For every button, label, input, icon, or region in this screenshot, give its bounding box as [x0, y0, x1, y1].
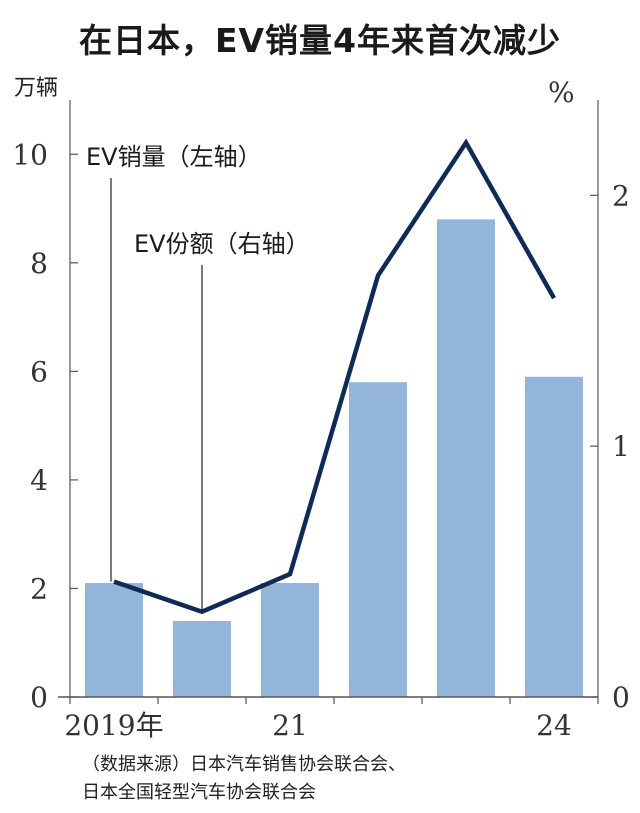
annotation-ev-share: EV份额（右轴）: [134, 230, 310, 258]
axes-layer: [58, 100, 599, 704]
chart-title: 在日本，EV销量4年来首次减少: [78, 21, 562, 60]
y-left-tick-2: 2: [30, 572, 48, 605]
y-left-tick-4: 4: [30, 464, 48, 497]
y-left-tick-8: 8: [30, 247, 48, 280]
source-note-line2: 日本全国轻型汽车协会联合会: [82, 782, 316, 803]
bar-3: [349, 382, 407, 697]
y-left-tick-0: 0: [30, 681, 48, 714]
bar-0: [85, 583, 143, 697]
annotation-ev-sales: EV销量（左轴）: [86, 143, 262, 171]
bar-1: [173, 621, 231, 697]
y-left-tick-10: 10: [12, 138, 48, 171]
x-tick-2: 21: [272, 709, 308, 742]
bar-4: [437, 219, 495, 697]
x-tick-0: 2019年: [64, 709, 163, 742]
bars-layer: [85, 219, 583, 697]
bar-2: [261, 583, 319, 697]
bar-5: [525, 376, 583, 697]
y-left-tick-6: 6: [30, 355, 48, 388]
share-line: [113, 138, 556, 615]
right-axis-unit: %: [548, 76, 575, 109]
line-layer: [113, 138, 556, 615]
source-note-line1: （数据来源）日本汽车销售协会联合会、: [82, 754, 406, 775]
x-tick-5: 24: [536, 709, 572, 742]
y-right-tick-2: 2: [612, 179, 630, 212]
y-right-tick-1: 1: [612, 430, 630, 463]
y-right-tick-0: 0: [612, 681, 630, 714]
left-axis-unit: 万辆: [14, 76, 58, 101]
